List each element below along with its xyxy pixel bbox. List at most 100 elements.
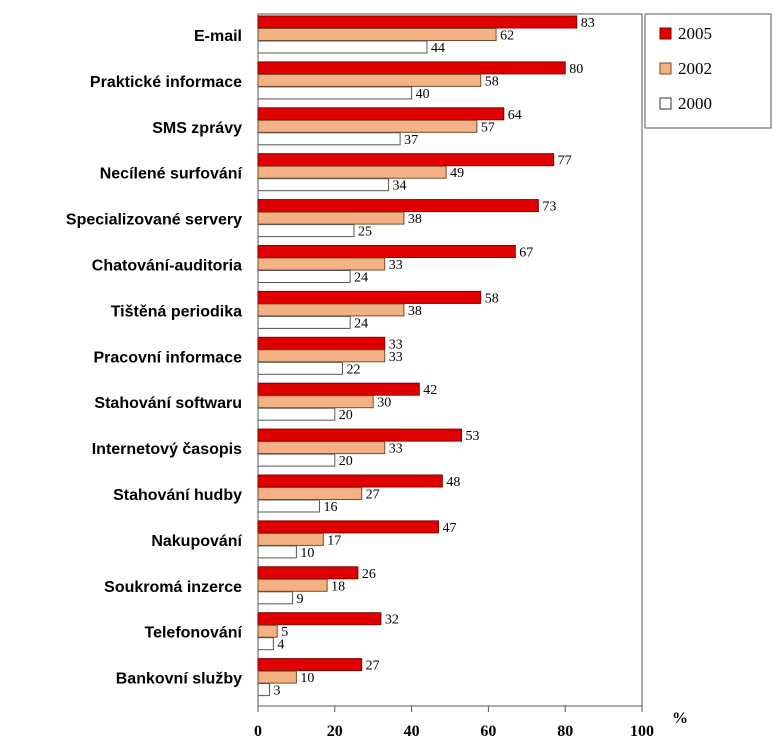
- value-label-2005-e-mail: 83: [581, 16, 595, 31]
- legend-label-2002: 2002: [678, 59, 712, 78]
- value-label-2005-stahovani-softwaru: 42: [423, 383, 437, 398]
- bar-2000-necilene-surfovani: [257, 178, 390, 192]
- bar-2005-prakticke-informace: [257, 61, 566, 75]
- value-label-2000-prakticke-informace: 40: [416, 87, 430, 102]
- x-axis-unit-label: %: [672, 710, 688, 727]
- value-label-2000-sms-zpravy: 37: [404, 133, 418, 148]
- bar-2000-telefonovani: [257, 637, 274, 651]
- value-label-2005-chatovani-auditoria: 67: [519, 246, 533, 261]
- bar-2005-chatovani-auditoria: [257, 245, 516, 258]
- bar-2002-necilene-surfovani: [257, 165, 447, 179]
- value-label-2005-telefonovani: 32: [385, 613, 399, 628]
- value-label-2002-chatovani-auditoria: 33: [389, 258, 403, 273]
- bar-2000-bankovni-sluzby: [257, 683, 271, 697]
- value-label-2000-telefonovani: 4: [277, 638, 284, 653]
- value-label-2002-pracovni-informace: 33: [389, 350, 403, 365]
- bar-2002-internetovy-casopis: [257, 441, 386, 455]
- value-label-2005-necilene-surfovani: 77: [558, 154, 572, 169]
- value-label-2002-nakupovani: 17: [327, 533, 341, 548]
- labels-layer: E-mail 83 62 44 Praktické informace 80 58 40 SMS…: [66, 16, 595, 699]
- bar-2005-necilene-surfovani: [257, 153, 555, 167]
- bar-2000-nakupovani: [257, 545, 297, 559]
- category-label-tistena-periodika: Tištěná periodika: [111, 303, 242, 320]
- bar-2005-nakupovani: [257, 520, 439, 534]
- bar-2000-prakticke-informace: [257, 86, 413, 100]
- bar-2002-soukroma-inzerce: [257, 578, 328, 592]
- bar-2000-e-mail: [257, 40, 428, 54]
- value-label-2000-e-mail: 44: [431, 41, 445, 56]
- bar-2000-tistena-periodika: [257, 315, 351, 329]
- category-label-soukroma-inzerce: Soukromá inzerce: [104, 579, 242, 596]
- value-label-2005-specializovane-servery: 73: [542, 200, 556, 215]
- value-label-2005-sms-zpravy: 64: [508, 108, 522, 123]
- bars-layer: [257, 15, 578, 697]
- value-label-2000-tistena-periodika: 24: [354, 316, 368, 331]
- bar-2005-sms-zpravy: [257, 107, 505, 121]
- bar-2005-internetovy-casopis: [257, 428, 463, 442]
- bar-2005-bankovni-sluzby: [257, 658, 363, 672]
- bar-2000-chatovani-auditoria: [257, 270, 351, 283]
- value-label-2005-prakticke-informace: 80: [569, 62, 583, 77]
- category-label-nakupovani: Nakupování: [151, 533, 242, 550]
- bar-2005-specializovane-servery: [257, 199, 539, 213]
- category-label-prakticke-informace: Praktické informace: [90, 74, 242, 91]
- value-label-2002-soukroma-inzerce: 18: [331, 579, 345, 594]
- bar-2002-prakticke-informace: [257, 73, 482, 87]
- value-label-2002-internetovy-casopis: 33: [389, 442, 403, 457]
- category-label-e-mail: E-mail: [194, 28, 242, 45]
- value-label-2005-nakupovani: 47: [442, 521, 456, 536]
- bar-2002-sms-zpravy: [257, 119, 478, 133]
- bar-2002-telefonovani: [257, 624, 278, 638]
- bar-2005-pracovni-informace: [257, 336, 386, 350]
- category-label-necilene-surfovani: Necílené surfování: [100, 166, 243, 183]
- bar-2000-stahovani-hudby: [257, 499, 320, 513]
- value-label-2002-e-mail: 62: [500, 29, 514, 44]
- value-label-2000-pracovni-informace: 22: [346, 362, 360, 377]
- category-label-bankovni-sluzby: Bankovní služby: [116, 671, 242, 688]
- bar-2000-stahovani-softwaru: [257, 407, 336, 421]
- bar-2000-internetovy-casopis: [257, 453, 336, 467]
- category-label-stahovani-softwaru: Stahování softwaru: [94, 395, 242, 412]
- bar-2005-soukroma-inzerce: [257, 566, 359, 580]
- bar-2005-telefonovani: [257, 612, 382, 626]
- value-label-2000-chatovani-auditoria: 24: [354, 271, 368, 286]
- category-label-internetovy-casopis: Internetový časopis: [92, 441, 242, 458]
- value-label-2005-stahovani-hudby: 48: [446, 475, 460, 490]
- value-label-2005-bankovni-sluzby: 27: [366, 659, 380, 674]
- value-label-2002-stahovani-softwaru: 30: [377, 396, 391, 411]
- bar-2002-pracovni-informace: [257, 349, 386, 363]
- bar-2002-stahovani-softwaru: [257, 395, 374, 409]
- bar-2002-tistena-periodika: [257, 303, 405, 317]
- value-label-2000-nakupovani: 10: [300, 546, 314, 561]
- bar-2005-stahovani-hudby: [257, 474, 443, 488]
- value-label-2005-tistena-periodika: 58: [485, 291, 499, 306]
- bar-2005-tistena-periodika: [257, 290, 482, 304]
- bar-2002-nakupovani: [257, 532, 324, 546]
- value-label-2002-specializovane-servery: 38: [408, 212, 422, 227]
- x-tick-label-0: 0: [254, 723, 262, 740]
- category-label-stahovani-hudby: Stahování hudby: [113, 487, 242, 504]
- value-label-2000-stahovani-hudby: 16: [323, 500, 337, 515]
- value-label-2000-necilene-surfovani: 34: [393, 179, 407, 194]
- bar-2000-soukroma-inzerce: [257, 591, 294, 605]
- x-axis: 0 20 40 60 80 100%: [254, 706, 688, 740]
- value-label-2002-bankovni-sluzby: 10: [300, 671, 314, 686]
- bar-2002-chatovani-auditoria: [257, 257, 386, 271]
- value-label-2002-telefonovani: 5: [281, 625, 288, 640]
- bar-2002-e-mail: [257, 28, 497, 41]
- bar-2000-pracovni-informace: [257, 361, 343, 375]
- legend-swatch-2002: [659, 62, 672, 75]
- x-tick-label-20: 20: [327, 723, 343, 740]
- value-label-2000-stahovani-softwaru: 20: [339, 408, 353, 423]
- legend-label-2000: 2000: [678, 94, 712, 113]
- legend: 2005 2002 2000: [644, 13, 772, 129]
- x-tick-label-60: 60: [480, 723, 496, 740]
- bar-2002-specializovane-servery: [257, 211, 405, 225]
- value-label-2002-tistena-periodika: 38: [408, 304, 422, 319]
- value-label-2002-necilene-surfovani: 49: [450, 166, 464, 181]
- legend-swatch-2000: [659, 97, 672, 110]
- category-label-chatovani-auditoria: Chatování-auditoria: [92, 258, 242, 275]
- bar-2005-stahovani-softwaru: [257, 382, 420, 396]
- value-label-2000-bankovni-sluzby: 3: [274, 684, 281, 699]
